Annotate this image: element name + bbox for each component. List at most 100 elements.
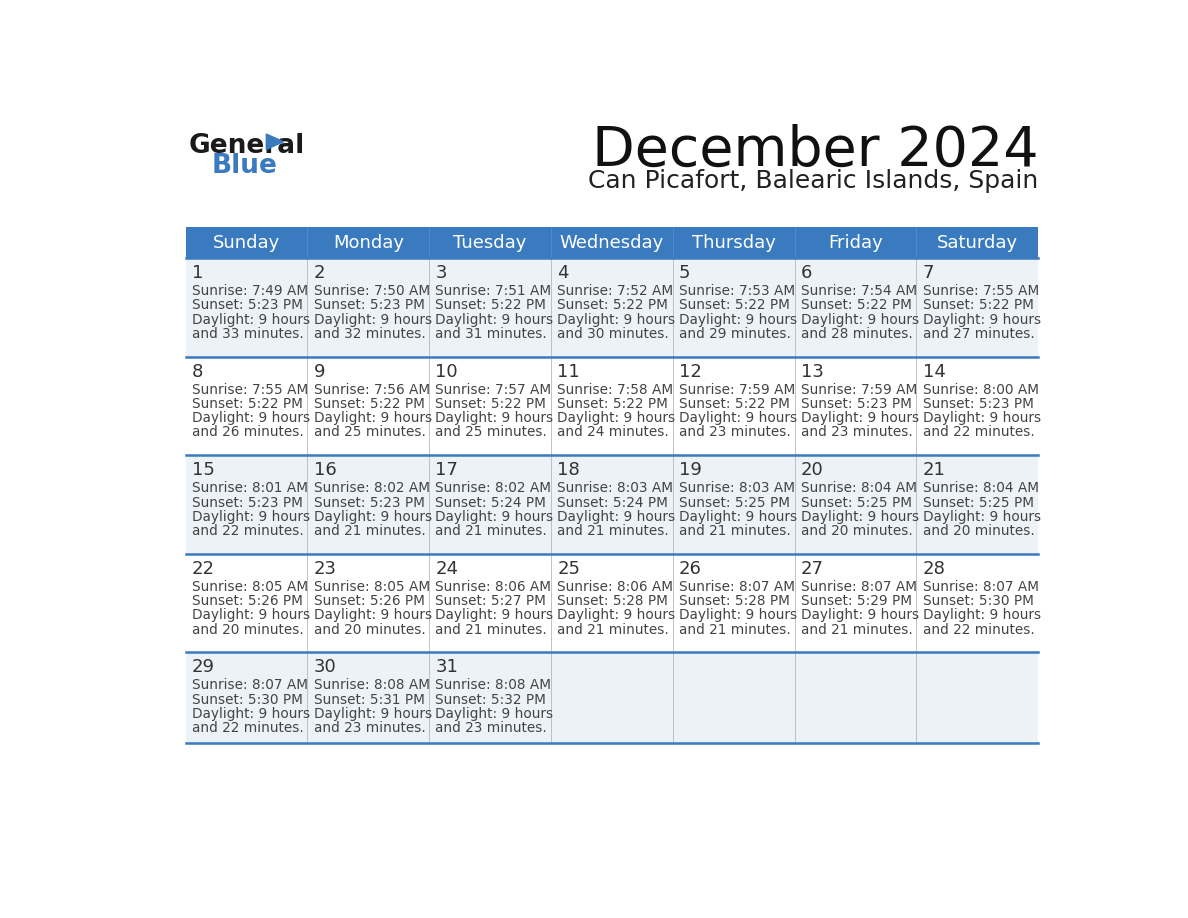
Text: 18: 18 bbox=[557, 461, 580, 479]
Bar bbox=[185, 356, 1038, 455]
Text: Blue: Blue bbox=[211, 153, 278, 179]
Text: Daylight: 9 hours: Daylight: 9 hours bbox=[314, 313, 431, 327]
Text: Sunset: 5:22 PM: Sunset: 5:22 PM bbox=[314, 397, 424, 411]
Text: and 20 minutes.: and 20 minutes. bbox=[923, 524, 1035, 538]
Text: Daylight: 9 hours: Daylight: 9 hours bbox=[436, 707, 554, 721]
Text: and 30 minutes.: and 30 minutes. bbox=[557, 327, 669, 341]
Text: Daylight: 9 hours: Daylight: 9 hours bbox=[192, 509, 310, 524]
Text: and 21 minutes.: and 21 minutes. bbox=[314, 524, 425, 538]
Text: and 32 minutes.: and 32 minutes. bbox=[314, 327, 425, 341]
Text: Sunrise: 7:59 AM: Sunrise: 7:59 AM bbox=[801, 383, 917, 397]
Text: Daylight: 9 hours: Daylight: 9 hours bbox=[557, 411, 676, 425]
Text: 19: 19 bbox=[680, 461, 702, 479]
Text: Sunset: 5:32 PM: Sunset: 5:32 PM bbox=[436, 693, 546, 707]
Text: Daylight: 9 hours: Daylight: 9 hours bbox=[436, 411, 554, 425]
Text: Sunrise: 8:07 AM: Sunrise: 8:07 AM bbox=[801, 580, 917, 594]
Text: 27: 27 bbox=[801, 560, 823, 577]
Bar bbox=[185, 455, 1038, 554]
Text: Sunset: 5:22 PM: Sunset: 5:22 PM bbox=[557, 397, 668, 411]
Text: 7: 7 bbox=[923, 264, 934, 282]
Text: Daylight: 9 hours: Daylight: 9 hours bbox=[192, 609, 310, 622]
Text: and 20 minutes.: and 20 minutes. bbox=[801, 524, 912, 538]
Text: Sunrise: 8:03 AM: Sunrise: 8:03 AM bbox=[680, 481, 795, 496]
Text: Daylight: 9 hours: Daylight: 9 hours bbox=[923, 411, 1041, 425]
Text: and 20 minutes.: and 20 minutes. bbox=[314, 622, 425, 636]
Text: and 21 minutes.: and 21 minutes. bbox=[436, 622, 548, 636]
Text: Sunrise: 7:57 AM: Sunrise: 7:57 AM bbox=[436, 383, 551, 397]
Text: 1: 1 bbox=[192, 264, 203, 282]
Text: Sunset: 5:22 PM: Sunset: 5:22 PM bbox=[923, 298, 1034, 312]
Text: 12: 12 bbox=[680, 363, 702, 381]
Text: and 25 minutes.: and 25 minutes. bbox=[314, 425, 425, 440]
Text: and 21 minutes.: and 21 minutes. bbox=[436, 524, 548, 538]
Text: Sunrise: 7:59 AM: Sunrise: 7:59 AM bbox=[680, 383, 795, 397]
Text: General: General bbox=[189, 133, 305, 159]
Text: and 26 minutes.: and 26 minutes. bbox=[192, 425, 304, 440]
Text: 5: 5 bbox=[680, 264, 690, 282]
Text: and 31 minutes.: and 31 minutes. bbox=[436, 327, 548, 341]
Text: Sunrise: 7:56 AM: Sunrise: 7:56 AM bbox=[314, 383, 430, 397]
Text: Sunrise: 8:06 AM: Sunrise: 8:06 AM bbox=[557, 580, 674, 594]
Text: Sunrise: 8:01 AM: Sunrise: 8:01 AM bbox=[192, 481, 308, 496]
Text: 10: 10 bbox=[436, 363, 459, 381]
Text: and 24 minutes.: and 24 minutes. bbox=[557, 425, 669, 440]
Text: Sunset: 5:23 PM: Sunset: 5:23 PM bbox=[801, 397, 911, 411]
Text: 22: 22 bbox=[192, 560, 215, 577]
Text: and 21 minutes.: and 21 minutes. bbox=[557, 524, 669, 538]
Text: and 23 minutes.: and 23 minutes. bbox=[680, 425, 791, 440]
Text: Sunset: 5:29 PM: Sunset: 5:29 PM bbox=[801, 594, 912, 608]
Text: Daylight: 9 hours: Daylight: 9 hours bbox=[680, 509, 797, 524]
Bar bbox=[185, 554, 1038, 653]
Text: Sunrise: 8:07 AM: Sunrise: 8:07 AM bbox=[923, 580, 1038, 594]
Text: 15: 15 bbox=[192, 461, 215, 479]
Text: Sunset: 5:24 PM: Sunset: 5:24 PM bbox=[436, 496, 546, 509]
Text: Sunset: 5:30 PM: Sunset: 5:30 PM bbox=[923, 594, 1034, 608]
Text: Sunset: 5:23 PM: Sunset: 5:23 PM bbox=[923, 397, 1034, 411]
Text: Sunset: 5:22 PM: Sunset: 5:22 PM bbox=[680, 397, 790, 411]
Text: Daylight: 9 hours: Daylight: 9 hours bbox=[314, 509, 431, 524]
Text: Sunset: 5:25 PM: Sunset: 5:25 PM bbox=[680, 496, 790, 509]
Text: 26: 26 bbox=[680, 560, 702, 577]
Text: and 25 minutes.: and 25 minutes. bbox=[436, 425, 548, 440]
Text: Sunday: Sunday bbox=[213, 233, 280, 252]
Text: Sunrise: 8:08 AM: Sunrise: 8:08 AM bbox=[314, 678, 430, 692]
Text: and 28 minutes.: and 28 minutes. bbox=[801, 327, 912, 341]
Text: and 33 minutes.: and 33 minutes. bbox=[192, 327, 304, 341]
Text: Sunrise: 8:02 AM: Sunrise: 8:02 AM bbox=[314, 481, 430, 496]
Text: December 2024: December 2024 bbox=[592, 124, 1038, 178]
Text: Sunrise: 7:49 AM: Sunrise: 7:49 AM bbox=[192, 285, 308, 298]
Text: and 22 minutes.: and 22 minutes. bbox=[923, 622, 1035, 636]
Polygon shape bbox=[266, 134, 284, 150]
Bar bbox=[185, 227, 1038, 258]
Text: and 21 minutes.: and 21 minutes. bbox=[801, 622, 912, 636]
Text: 3: 3 bbox=[436, 264, 447, 282]
Text: Sunset: 5:28 PM: Sunset: 5:28 PM bbox=[680, 594, 790, 608]
Text: Sunrise: 8:04 AM: Sunrise: 8:04 AM bbox=[801, 481, 917, 496]
Text: Sunrise: 8:03 AM: Sunrise: 8:03 AM bbox=[557, 481, 674, 496]
Text: Thursday: Thursday bbox=[691, 233, 776, 252]
Text: and 29 minutes.: and 29 minutes. bbox=[680, 327, 791, 341]
Text: 6: 6 bbox=[801, 264, 813, 282]
Text: 2: 2 bbox=[314, 264, 326, 282]
Text: Sunset: 5:22 PM: Sunset: 5:22 PM bbox=[801, 298, 911, 312]
Text: 21: 21 bbox=[923, 461, 946, 479]
Text: Daylight: 9 hours: Daylight: 9 hours bbox=[192, 411, 310, 425]
Text: Sunset: 5:23 PM: Sunset: 5:23 PM bbox=[314, 496, 424, 509]
Text: Sunrise: 8:07 AM: Sunrise: 8:07 AM bbox=[192, 678, 308, 692]
Text: 29: 29 bbox=[192, 658, 215, 677]
Text: Saturday: Saturday bbox=[937, 233, 1018, 252]
Text: Sunset: 5:26 PM: Sunset: 5:26 PM bbox=[314, 594, 424, 608]
Text: and 22 minutes.: and 22 minutes. bbox=[923, 425, 1035, 440]
Text: Daylight: 9 hours: Daylight: 9 hours bbox=[436, 313, 554, 327]
Text: 9: 9 bbox=[314, 363, 326, 381]
Text: Sunset: 5:23 PM: Sunset: 5:23 PM bbox=[192, 298, 303, 312]
Text: Friday: Friday bbox=[828, 233, 883, 252]
Text: and 21 minutes.: and 21 minutes. bbox=[680, 622, 791, 636]
Text: 28: 28 bbox=[923, 560, 946, 577]
Text: Daylight: 9 hours: Daylight: 9 hours bbox=[314, 411, 431, 425]
Text: and 21 minutes.: and 21 minutes. bbox=[680, 524, 791, 538]
Text: Sunset: 5:26 PM: Sunset: 5:26 PM bbox=[192, 594, 303, 608]
Text: and 20 minutes.: and 20 minutes. bbox=[192, 622, 304, 636]
Bar bbox=[185, 258, 1038, 356]
Text: Daylight: 9 hours: Daylight: 9 hours bbox=[680, 313, 797, 327]
